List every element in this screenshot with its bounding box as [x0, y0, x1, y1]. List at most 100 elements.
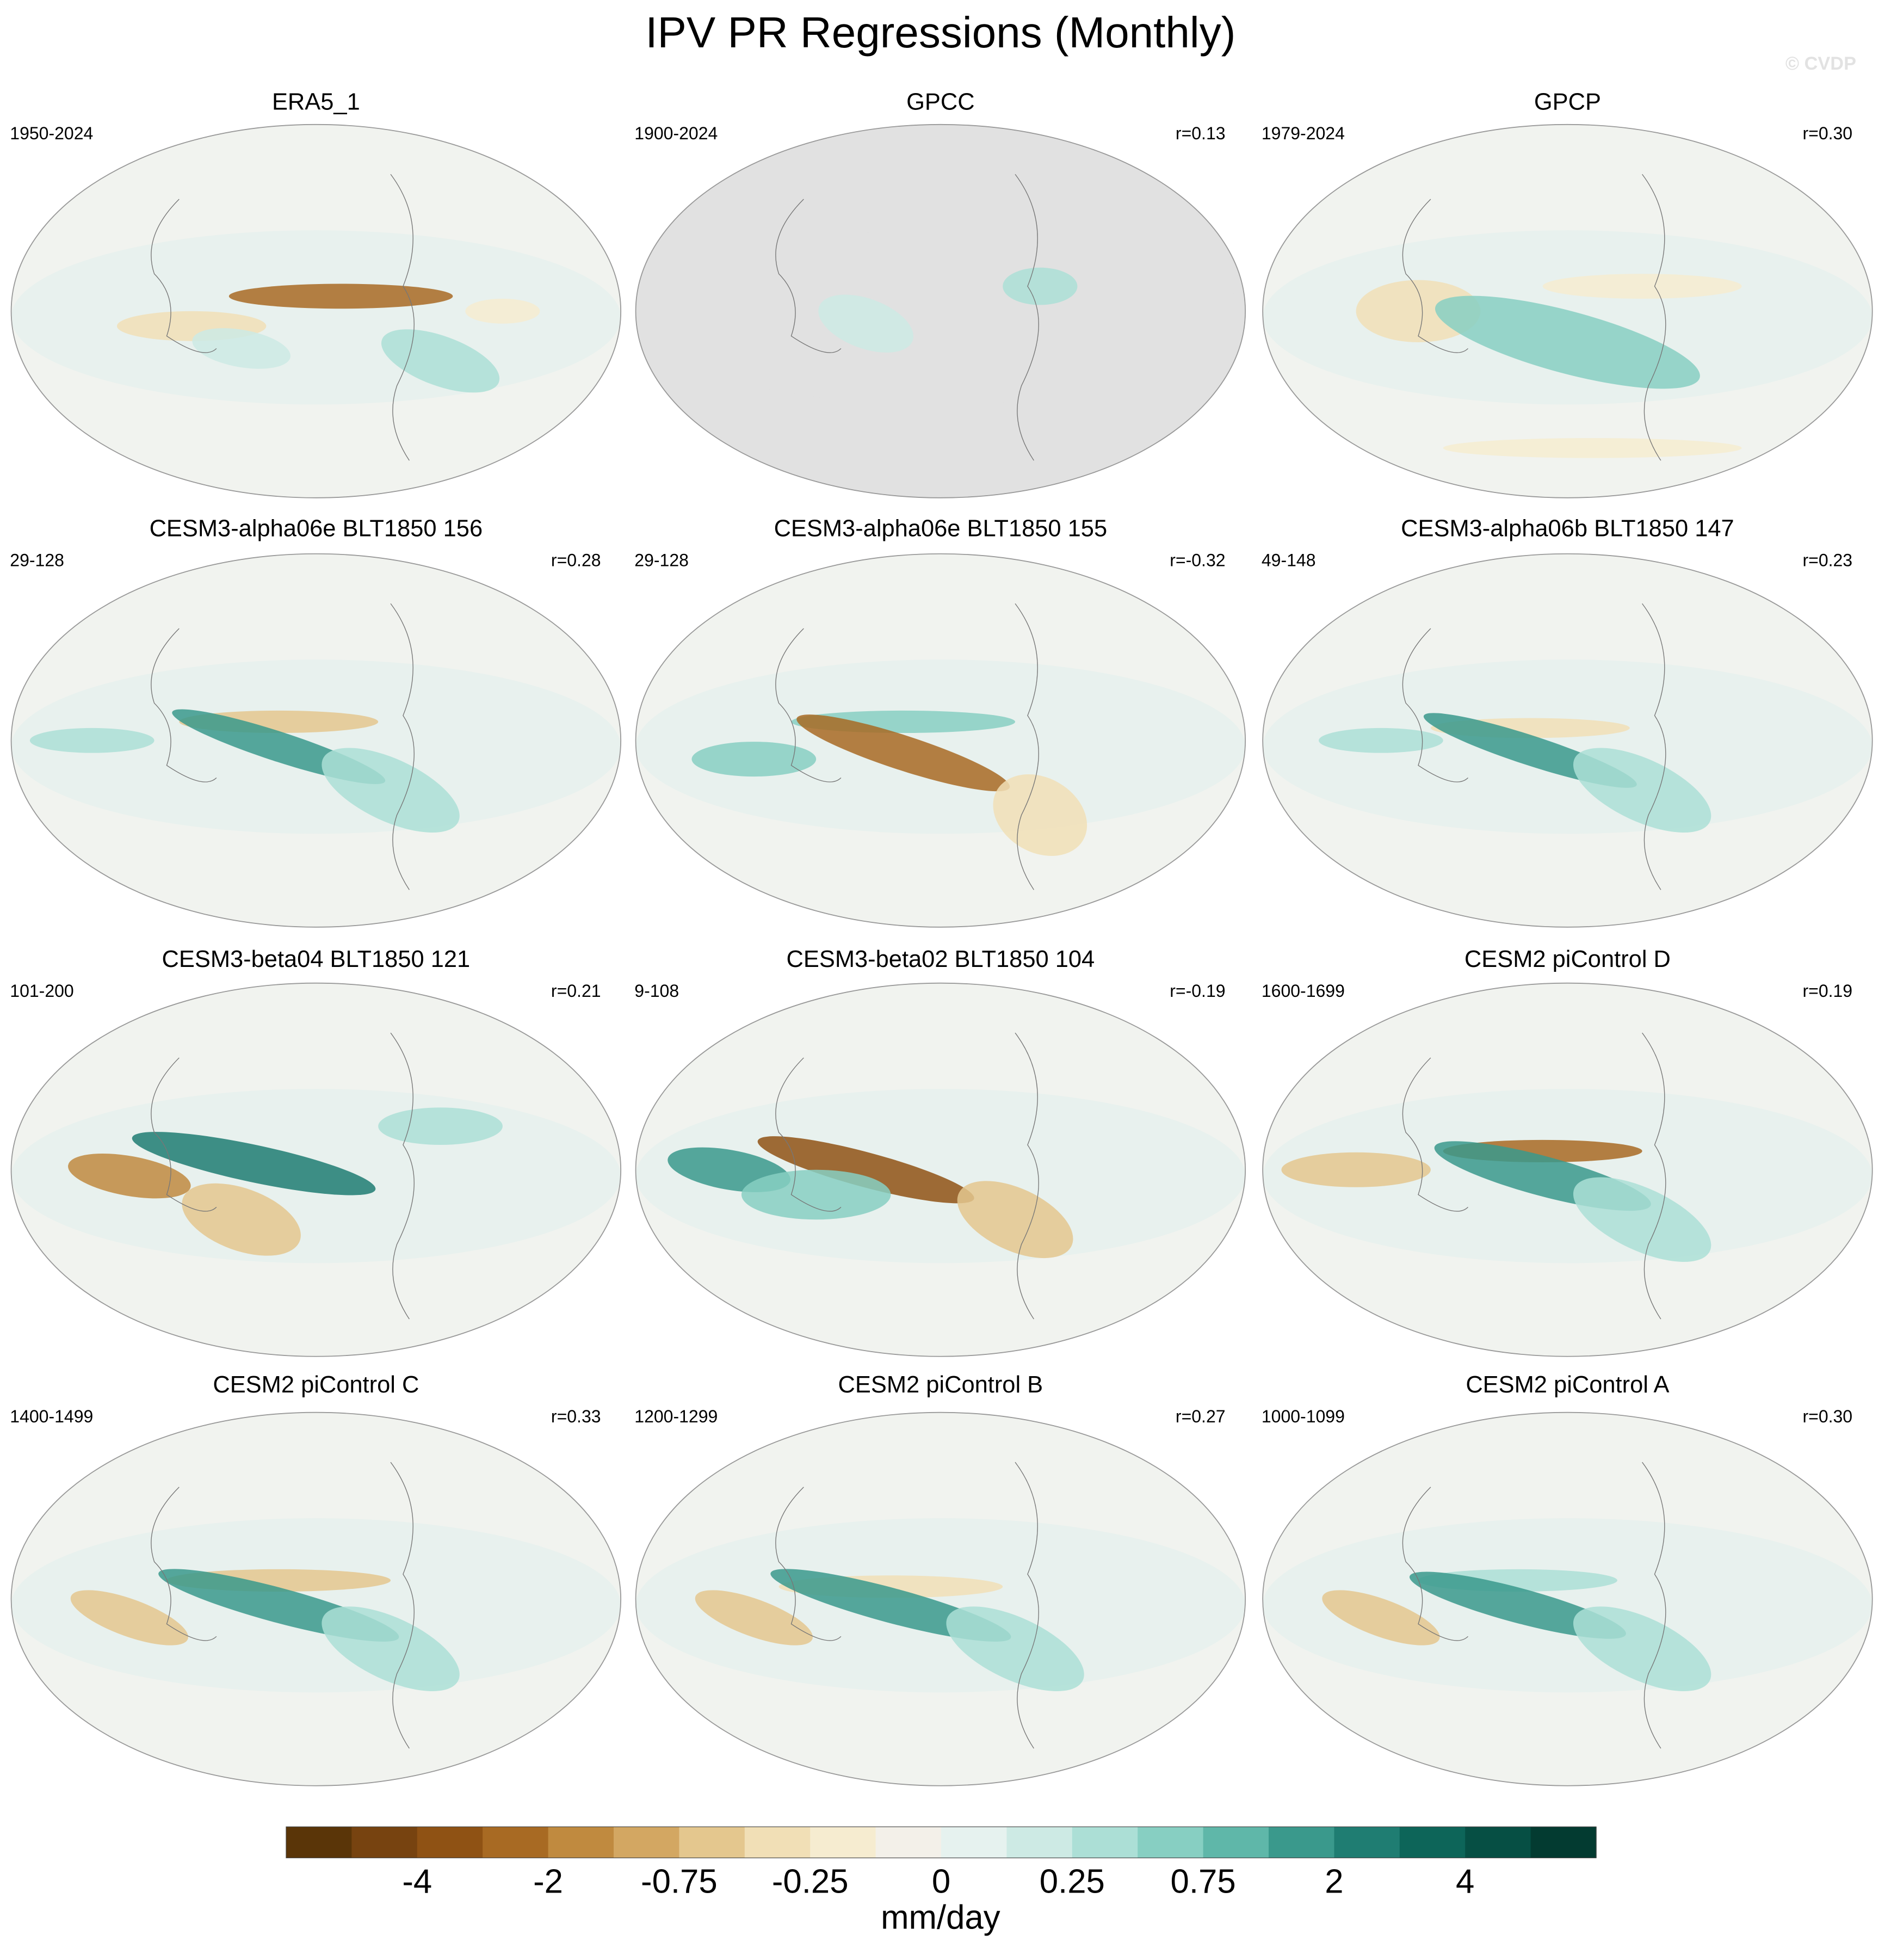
coastline [390, 1032, 415, 1320]
panel-title: ERA5_1 [272, 89, 360, 115]
coastline [1642, 1032, 1666, 1320]
anomaly-blob [946, 1606, 1084, 1691]
anomaly-blob [1542, 274, 1742, 299]
panel-correlation: r=0.30 [1802, 1407, 1852, 1426]
anomaly-blob [741, 1169, 891, 1220]
anomaly-blob [182, 1183, 301, 1256]
map-border [10, 124, 622, 498]
map-border [1262, 124, 1873, 498]
anomaly-blob [228, 283, 453, 309]
panel-period: 101-200 [10, 981, 73, 1001]
colorbar-label: 0.25 [1040, 1863, 1105, 1900]
panel-title: GPCP [1534, 89, 1601, 115]
panel-title: CESM3-beta04 BLT1850 121 [162, 946, 471, 972]
panel-correlation: r=0.28 [551, 551, 601, 570]
colorbar-label: 0.75 [1171, 1863, 1236, 1900]
map-panel [1263, 983, 1873, 1357]
colorbar-box [1138, 1827, 1204, 1858]
ocean-band [1263, 660, 1873, 834]
panel-period: 1600-1699 [1262, 981, 1345, 1001]
anomaly-blob [1281, 1152, 1431, 1187]
panel-title: CESM3-beta02 BLT1850 104 [787, 946, 1095, 972]
panel-title: CESM2 piControl D [1464, 946, 1671, 972]
colorbar-box [679, 1827, 745, 1858]
coastline [1642, 603, 1666, 890]
map-border [10, 553, 622, 928]
colorbar-label: -0.25 [772, 1863, 849, 1900]
figure-title: IPV PR Regressions (Monthly) [645, 8, 1235, 57]
colorbar-label: -4 [402, 1863, 432, 1900]
colorbar-box [1334, 1827, 1400, 1858]
coastline [1642, 174, 1666, 461]
panel-period: 9-108 [634, 981, 679, 1001]
anomaly-blob [132, 1132, 376, 1195]
coastline [1402, 628, 1468, 782]
map-panel [11, 553, 621, 927]
anomaly-blob [1319, 728, 1443, 753]
anomaly-blob [1573, 748, 1711, 833]
map-border [1262, 982, 1873, 1357]
panel-correlation: r=-0.32 [1170, 551, 1225, 570]
coastline [151, 628, 217, 782]
colorbar-box [1530, 1827, 1597, 1858]
map-panel [635, 553, 1246, 927]
colorbar-box [941, 1827, 1008, 1858]
panel-period: 29-128 [634, 551, 689, 570]
anomaly-blob [957, 1181, 1073, 1259]
map-border [635, 982, 1246, 1357]
coastline [1015, 174, 1039, 461]
anomaly-blob [68, 1154, 191, 1199]
coastline [151, 1057, 217, 1212]
colorbar-frame [286, 1826, 1597, 1858]
coastline [1015, 603, 1039, 890]
coastline [1402, 1487, 1468, 1641]
map-border [635, 124, 1246, 498]
coastline [775, 628, 842, 782]
colorbar-box [286, 1827, 353, 1858]
anomaly-blob [1443, 438, 1742, 458]
map-panel [1263, 124, 1873, 498]
colorbar-box [351, 1827, 418, 1858]
map-border [10, 1412, 622, 1786]
coastline [1642, 1462, 1666, 1749]
map-panel [11, 1412, 621, 1786]
panel-period: 29-128 [10, 551, 64, 570]
map-panel [11, 983, 621, 1357]
panel-title: CESM3-alpha06e BLT1850 156 [150, 516, 483, 542]
anomaly-blob [1435, 295, 1700, 389]
colorbar-box [1072, 1827, 1138, 1858]
coastline [390, 603, 415, 890]
ocean-band [635, 230, 1246, 405]
anomaly-blob [757, 1136, 974, 1204]
colorbar-label: 4 [1456, 1863, 1474, 1900]
ocean-band [635, 1089, 1246, 1263]
map-panel [635, 124, 1246, 498]
coastline [151, 1487, 217, 1641]
panel-correlation: r=0.27 [1176, 1407, 1226, 1426]
anomaly-blob [1573, 1177, 1711, 1262]
ocean-band [635, 660, 1246, 834]
panel-title: GPCC [906, 89, 975, 115]
anomaly-blob [322, 748, 460, 833]
anomaly-blob [378, 1107, 503, 1145]
anomaly-blob [1322, 1590, 1440, 1645]
panel-correlation: r=0.23 [1802, 551, 1852, 570]
panel-period: 49-148 [1262, 551, 1316, 570]
map-panel [1263, 553, 1873, 927]
panel-period: 1200-1299 [634, 1407, 718, 1426]
anomaly-blob [1409, 1571, 1626, 1639]
panel-period: 1400-1499 [10, 1407, 93, 1426]
panel-period: 1900-2024 [634, 124, 718, 143]
map-panel [635, 983, 1246, 1357]
anomaly-blob [192, 328, 291, 369]
colorbar-box [875, 1827, 942, 1858]
anomaly-blob [1573, 1606, 1711, 1691]
panel-period: 1000-1099 [1262, 1407, 1345, 1426]
panel-correlation: r=0.19 [1802, 981, 1852, 1001]
colorbar-box [548, 1827, 614, 1858]
map-border [635, 553, 1246, 928]
coastline [1402, 199, 1468, 353]
panel-correlation: r=0.13 [1176, 124, 1226, 143]
